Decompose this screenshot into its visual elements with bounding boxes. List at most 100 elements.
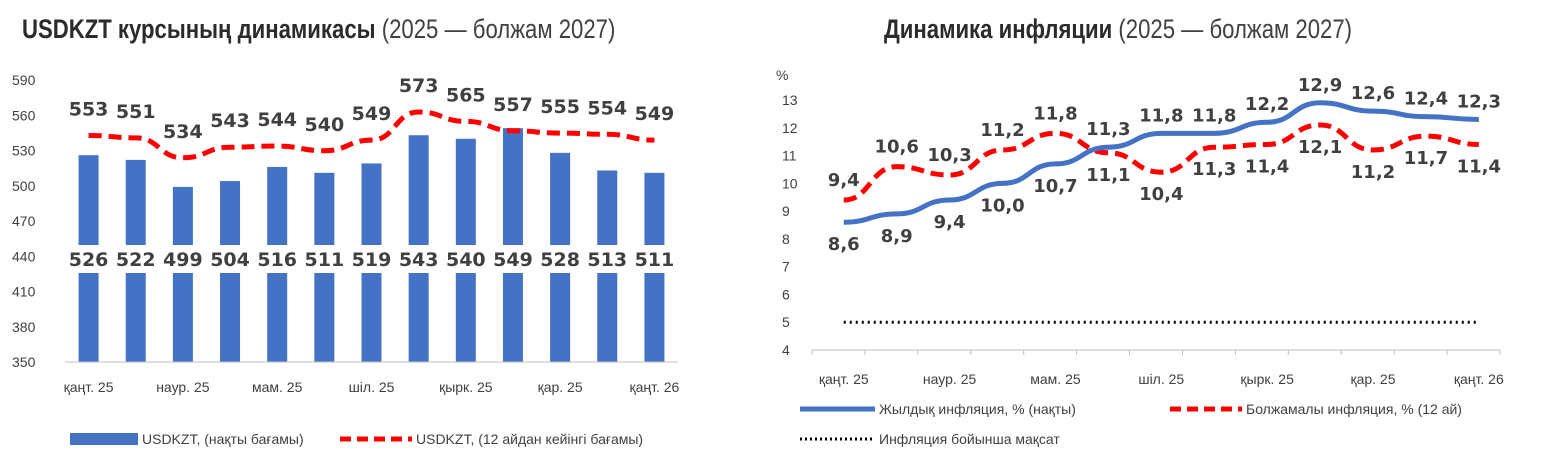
forecast-value-label: 11,1 xyxy=(1086,165,1130,186)
bar-value-label: 528 xyxy=(540,249,580,271)
x-tick-label: наур. 25 xyxy=(156,379,210,395)
bar-label-bg xyxy=(299,245,350,273)
forecast-value-label: 549 xyxy=(635,103,675,125)
actual-value-label: 8,6 xyxy=(828,234,860,255)
x-tick-label: наур. 25 xyxy=(923,371,977,387)
inflation-chart-title: Динамика инфляции (2025 — болжам 2027) xyxy=(884,14,1352,45)
bar-label-bg xyxy=(629,245,680,273)
forecast-value-label: 11,4 xyxy=(1457,156,1501,177)
x-tick-label: мам. 25 xyxy=(252,379,303,395)
actual-value-label: 12,2 xyxy=(1245,94,1289,115)
actual-value-label: 10,0 xyxy=(980,195,1024,216)
bar-value-label: 522 xyxy=(116,249,156,271)
legend-bar-label: USDKZT, (нақты бағамы) xyxy=(142,431,304,447)
usdkzt-title-sub: (2025 — болжам 2027) xyxy=(381,14,616,44)
usdkzt-chart-panel: USDKZT курсының динамикасы (2025 — болжа… xyxy=(0,0,700,459)
usdkzt-chart-svg: USDKZT, (нақты бағамы) USDKZT, (12 айдан… xyxy=(12,72,680,447)
x-tick-label: қаңт. 26 xyxy=(629,379,679,395)
bar-label-bg xyxy=(487,245,538,273)
bar-value-label: 499 xyxy=(163,249,203,271)
usdkzt-title-main: USDKZT курсының динамикасы xyxy=(22,14,376,44)
y-tick-label: 9 xyxy=(782,203,790,219)
x-tick-label: қырк. 25 xyxy=(1240,371,1294,387)
bar-label-bg xyxy=(252,245,303,273)
y-tick-label: 8 xyxy=(782,231,790,247)
forecast-value-label: 573 xyxy=(399,75,439,97)
y-tick-label: 410 xyxy=(12,284,36,300)
actual-value-label: 12,3 xyxy=(1457,91,1501,112)
inflation-title-main: Динамика инфляции xyxy=(884,14,1113,44)
forecast-value-label: 10,6 xyxy=(874,137,918,158)
forecast-value-label: 543 xyxy=(210,110,250,132)
forecast-value-label: 553 xyxy=(69,98,109,120)
actual-value-label: 8,9 xyxy=(881,226,913,247)
y-tick-label: 7 xyxy=(782,259,790,275)
x-tick-label: шіл. 25 xyxy=(349,379,395,395)
forecast-value-label: 10,4 xyxy=(1139,184,1183,205)
bar-value-label: 519 xyxy=(352,249,392,271)
forecast-value-label: 540 xyxy=(305,114,345,136)
bar-label-bg xyxy=(582,245,633,273)
y-axis-unit: % xyxy=(776,67,788,83)
x-tick-label: шіл. 25 xyxy=(1138,371,1184,387)
y-tick-label: 590 xyxy=(12,72,36,88)
forecast-value-label: 544 xyxy=(257,109,297,131)
forecast-value-label: 534 xyxy=(163,121,203,143)
y-tick-label: 6 xyxy=(782,286,790,302)
usdkzt-bar xyxy=(172,186,193,362)
forecast-value-label: 12,1 xyxy=(1298,137,1342,158)
legend-actual-label: Жылдық инфляция, % (нақты) xyxy=(879,401,1076,417)
actual-value-label: 11,3 xyxy=(1086,119,1130,140)
forecast-value-label: 10,3 xyxy=(927,145,971,166)
usdkzt-legend: USDKZT, (нақты бағамы) USDKZT, (12 айдан… xyxy=(70,431,643,447)
legend-forecast-label: USDKZT, (12 айдан кейінгі бағамы) xyxy=(416,431,643,447)
legend-bar-swatch xyxy=(70,433,138,445)
x-tick-label: қар. 25 xyxy=(538,379,583,395)
bar-label-bg xyxy=(535,245,586,273)
forecast-value-label: 555 xyxy=(540,96,580,118)
bar-value-label: 511 xyxy=(305,249,345,271)
x-tick-label: қаңт. 25 xyxy=(819,371,869,387)
x-tick-label: қаңт. 26 xyxy=(1454,371,1504,387)
bar-label-bg xyxy=(393,245,444,273)
actual-value-label: 12,4 xyxy=(1404,89,1448,110)
bar-value-label: 516 xyxy=(257,249,297,271)
x-tick-label: мам. 25 xyxy=(1030,371,1081,387)
bar-value-label: 540 xyxy=(446,249,486,271)
forecast-value-label: 557 xyxy=(493,94,533,116)
bar-value-label: 526 xyxy=(69,249,109,271)
inflation-legend: Жылдық инфляция, % (нақты) Болжамалы инф… xyxy=(800,401,1462,447)
y-tick-label: 5 xyxy=(782,314,790,330)
x-tick-label: қаңт. 25 xyxy=(64,379,114,395)
forecast-value-label: 9,4 xyxy=(828,170,860,191)
y-tick-label: 10 xyxy=(782,175,798,191)
y-tick-label: 500 xyxy=(12,178,36,194)
bar-label-bg xyxy=(110,245,161,273)
usdkzt-forecast-line xyxy=(88,109,655,161)
forecast-value-label: 11,8 xyxy=(1033,103,1077,124)
y-tick-label: 4 xyxy=(782,342,790,358)
inflation-forecast-line xyxy=(843,122,1479,203)
forecast-value-label: 11,7 xyxy=(1404,148,1448,169)
actual-value-label: 12,9 xyxy=(1298,75,1342,96)
inflation-chart-svg: Жылдық инфляция, % (нақты) Болжамалы инф… xyxy=(776,67,1504,447)
forecast-value-label: 554 xyxy=(587,97,627,119)
legend-forecast-infl-label: Болжамалы инфляция, % (12 ай) xyxy=(1246,401,1462,417)
y-tick-label: 380 xyxy=(12,319,36,335)
usdkzt-plot: 350 380 410 440 470 500 530 560 590 қаңт. 25 наур.… xyxy=(12,72,680,395)
bar-label-bg xyxy=(205,245,256,273)
y-tick-label: 560 xyxy=(12,107,36,123)
y-tick-label: 11 xyxy=(782,148,797,164)
forecast-value-label: 549 xyxy=(352,103,392,125)
legend-target-label: Инфляция бойынша мақсат xyxy=(879,431,1060,447)
bar-value-label: 511 xyxy=(635,249,675,271)
inflation-actual-line xyxy=(843,100,1479,225)
forecast-value-label: 11,3 xyxy=(1192,159,1236,180)
actual-value-label: 11,8 xyxy=(1192,105,1236,126)
actual-value-label: 11,8 xyxy=(1139,105,1183,126)
forecast-value-label: 11,2 xyxy=(980,120,1024,141)
actual-value-label: 9,4 xyxy=(934,212,966,233)
bar-label-bg xyxy=(63,245,114,273)
actual-value-label: 12,6 xyxy=(1351,83,1395,104)
forecast-value-label: 565 xyxy=(446,84,486,106)
